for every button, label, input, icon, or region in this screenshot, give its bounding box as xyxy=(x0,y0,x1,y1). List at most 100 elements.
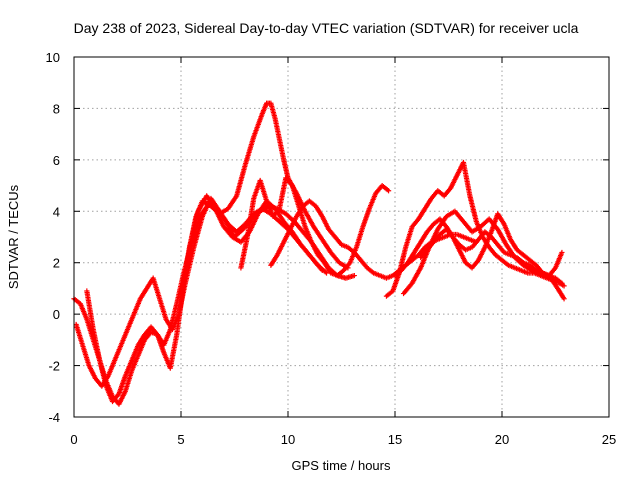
data-point-run xyxy=(470,224,482,234)
x-tick-label: 10 xyxy=(281,432,295,447)
data-point-run xyxy=(410,217,421,229)
data-point-run xyxy=(450,235,462,252)
data-point-run xyxy=(513,256,525,267)
x-tick-label: 20 xyxy=(495,432,509,447)
data-point-run xyxy=(346,245,356,254)
data-point-run xyxy=(260,102,269,115)
data-point-run xyxy=(462,235,471,242)
data-point-run xyxy=(275,240,286,257)
data-point-run xyxy=(385,273,394,281)
data-point-run xyxy=(125,313,136,331)
data-point-run xyxy=(235,222,247,234)
data-point-run xyxy=(307,253,320,267)
data-point-run xyxy=(119,328,130,347)
grid-lines xyxy=(74,57,609,417)
data-point-run xyxy=(354,225,366,249)
series-trace-9 xyxy=(400,208,567,302)
y-tick-label: -4 xyxy=(48,410,60,425)
data-point-run xyxy=(258,179,269,203)
data-point-run xyxy=(495,228,509,246)
data-point-run xyxy=(520,268,529,275)
data-point-run xyxy=(547,266,558,277)
data-point-run xyxy=(419,248,429,259)
data-point-run xyxy=(265,100,273,106)
data-point-run xyxy=(269,253,280,267)
data-point-run xyxy=(464,245,474,252)
data-point-run xyxy=(380,184,390,193)
data-point-run xyxy=(213,207,226,228)
data-point-run xyxy=(281,158,291,179)
data-point-run xyxy=(390,271,402,293)
data-point-run xyxy=(522,260,531,268)
data-point-run xyxy=(436,235,446,242)
data-point-run xyxy=(417,245,427,257)
axis-ticks: 0 5 10 15 20 25 -4 -2 0 2 4 6 8 10 xyxy=(46,50,617,447)
data-point-run xyxy=(112,343,124,362)
x-axis-label: GPS time / hours xyxy=(292,458,391,473)
data-point-run xyxy=(412,240,423,254)
data-point-run xyxy=(251,112,265,138)
data-point-run xyxy=(522,253,532,262)
data-point-run xyxy=(467,194,479,223)
data-point-run xyxy=(526,270,536,276)
y-tick-label: -2 xyxy=(48,359,60,374)
data-point-run xyxy=(508,238,519,252)
data-point-run xyxy=(87,364,98,380)
y-axis-label: SDTVAR / TECUs xyxy=(6,184,21,289)
data-point-run xyxy=(288,215,299,231)
data-point xyxy=(559,280,565,286)
data-point-run xyxy=(487,245,498,257)
data-point-run xyxy=(431,233,442,244)
data-point-run xyxy=(322,261,333,275)
data-point-run xyxy=(470,238,480,249)
data-point-run xyxy=(340,242,349,250)
data-point-run xyxy=(385,289,395,298)
data-point-run xyxy=(504,243,517,259)
data-point-run xyxy=(272,117,282,141)
data-point-run xyxy=(416,207,427,221)
data-point-run xyxy=(489,212,500,233)
data-point-run xyxy=(191,215,205,249)
data-point-run xyxy=(379,273,388,281)
data-point-run xyxy=(443,232,452,239)
data-point-run xyxy=(513,265,523,273)
data-point-run xyxy=(442,186,453,198)
data-point-run xyxy=(314,204,325,218)
series-trace-10 xyxy=(418,211,565,279)
data-point-run xyxy=(78,302,89,321)
data-point-run xyxy=(418,230,429,244)
data-point-run xyxy=(161,328,173,347)
data-point-run xyxy=(136,338,147,357)
data-point-run xyxy=(138,287,149,301)
data-point-run xyxy=(72,297,82,306)
data-point-run xyxy=(303,225,314,244)
data-point-run xyxy=(320,215,331,231)
data-point-run xyxy=(456,232,465,239)
data-point-run xyxy=(554,276,564,285)
data-point-run xyxy=(457,248,468,264)
data-point-run xyxy=(507,263,516,270)
data-point-run xyxy=(541,271,551,278)
data-point-run xyxy=(410,253,420,262)
data-point-run xyxy=(425,240,436,252)
data-point-run xyxy=(90,328,102,362)
data-point xyxy=(559,249,565,256)
data-point-run xyxy=(243,135,256,167)
data-point-run xyxy=(448,174,459,190)
data-point-run xyxy=(129,354,141,372)
data-point-run xyxy=(292,220,305,234)
data-point-run xyxy=(453,209,466,223)
data-point-run xyxy=(367,192,378,210)
data-point xyxy=(351,272,357,279)
x-tick-label: 15 xyxy=(388,432,402,447)
data-point xyxy=(561,296,567,302)
data-point-run xyxy=(468,237,478,245)
data-point-run xyxy=(281,228,293,244)
data-point-run xyxy=(403,225,415,249)
data-point-run xyxy=(534,263,545,275)
data-point-run xyxy=(552,278,561,286)
data-point-run xyxy=(151,277,162,300)
data-point-run xyxy=(320,238,333,254)
data-point-run xyxy=(178,246,192,295)
